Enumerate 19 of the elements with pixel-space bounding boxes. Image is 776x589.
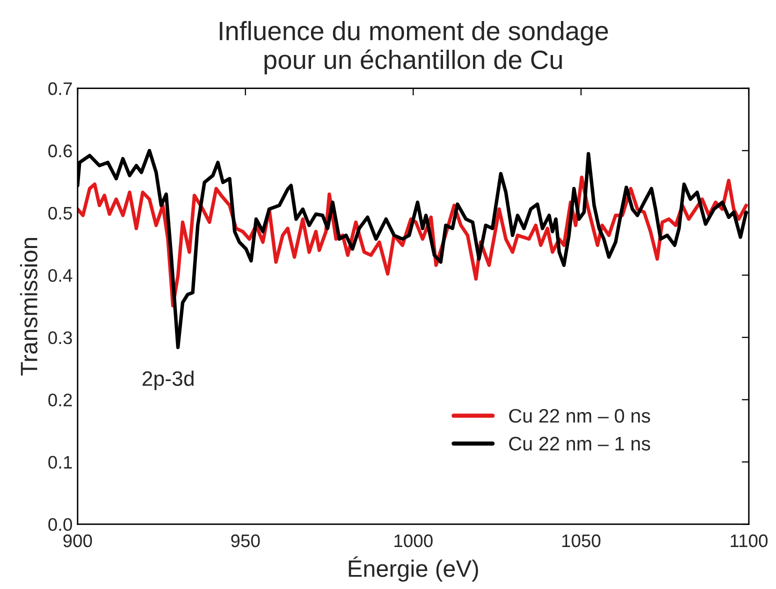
legend-label: Cu 22 nm – 1 ns [509,436,650,451]
annotation: 2p-3d [142,370,194,390]
x-tick-label: 900 [63,534,92,548]
x-tick-label: 1000 [394,534,433,548]
x-axis-title: Énergie (eV) [348,556,478,582]
x-tick-label: 1100 [730,534,768,548]
x-tick-label: 1050 [562,534,600,548]
y-tick-label: 0.3 [48,331,72,344]
y-axis-title: Transmission [20,238,38,376]
legend-label: Cu 22 nm – 0 ns [509,408,650,423]
y-tick-label: 0.1 [48,456,72,469]
y-tick-label: 0.2 [48,394,72,406]
x-tick-label: 950 [231,534,260,548]
y-tick-label: 0.0 [48,518,72,531]
y-tick-label: 0.6 [48,144,72,158]
y-tick-label: 0.5 [48,206,72,220]
y-tick-label: 0.4 [48,269,72,282]
y-tick-label: 0.7 [48,82,72,96]
chart-title: Influence du moment de sondage pour un échantillon de Cu [220,20,608,74]
